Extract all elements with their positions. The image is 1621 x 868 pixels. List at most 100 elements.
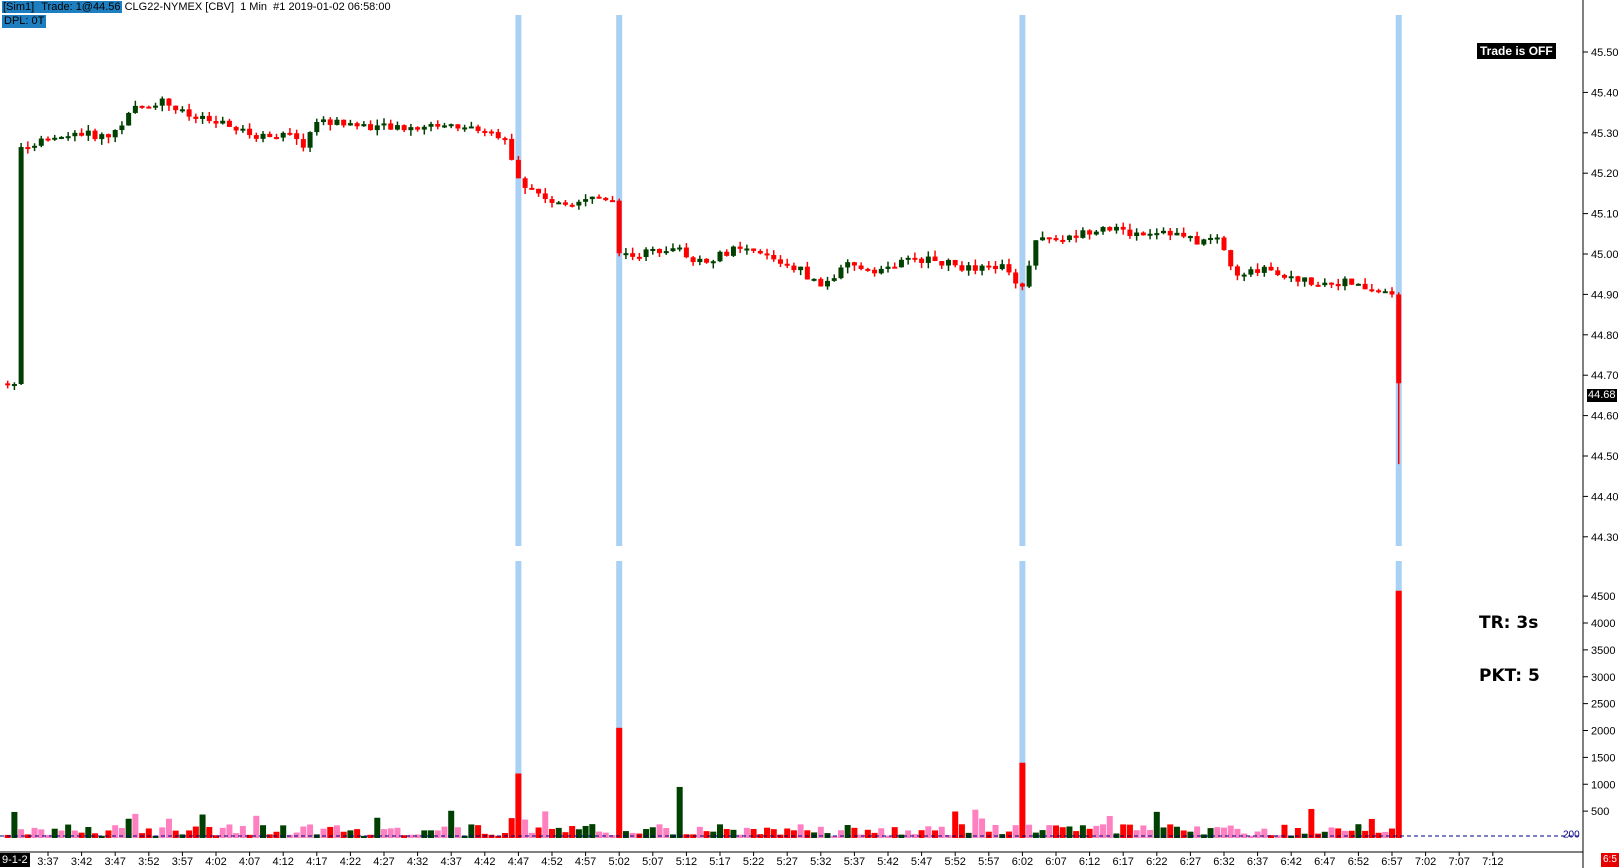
candle-body [939, 260, 945, 266]
price-tick-label: 44.60 [1591, 411, 1619, 423]
candle-body [784, 263, 790, 266]
candle-body [1080, 230, 1086, 238]
candle-body [1107, 227, 1113, 231]
volume-bar [360, 835, 367, 838]
candle-body [166, 98, 172, 106]
candle-body [1255, 269, 1261, 273]
volume-bar [730, 829, 737, 838]
time-tick-label: 5:37 [844, 856, 865, 868]
candle-body [126, 112, 132, 126]
candle-body [845, 262, 851, 268]
volume-bar [454, 827, 461, 838]
candle-body [441, 125, 447, 128]
candle-body [1140, 232, 1146, 236]
candle-body [448, 124, 454, 127]
candle-body [986, 265, 992, 268]
volume-bar [542, 811, 549, 838]
candle-body [475, 126, 481, 131]
volume-tick-label: 1500 [1591, 752, 1615, 764]
volume-bar [1073, 831, 1080, 838]
candle-body [327, 119, 333, 125]
volume-tick-label: 4500 [1591, 591, 1615, 603]
volume-bar [1019, 762, 1026, 838]
price-tick-label: 45.30 [1591, 128, 1619, 140]
candle-body [804, 266, 810, 280]
candle-body [1167, 230, 1173, 236]
volume-bar [206, 826, 213, 838]
candle-body [267, 133, 273, 138]
volume-bar [1187, 831, 1194, 838]
candle-body [979, 265, 985, 271]
volume-bar [1254, 831, 1261, 838]
volume-bar [945, 835, 952, 838]
candle-body [153, 105, 159, 108]
volume-bar [125, 818, 132, 838]
volume-bar [98, 835, 105, 838]
volume-bar [562, 832, 569, 838]
time-tick-label: 4:17 [306, 856, 327, 868]
time-tick-label: 7:02 [1415, 856, 1436, 868]
candle-body [233, 126, 239, 131]
time-tick-label: 4:32 [407, 856, 428, 868]
price-tick-label: 45.00 [1591, 249, 1619, 261]
volume-bar [1288, 835, 1295, 838]
candle-body [764, 253, 770, 256]
candle-body [737, 246, 743, 249]
candle-body [872, 269, 878, 274]
volume-bar [764, 827, 771, 838]
volume-bar [703, 831, 710, 838]
volume-bar [844, 825, 851, 838]
highlight-bar-price [1019, 15, 1026, 546]
volume-bar [1207, 828, 1214, 838]
candle-body [260, 133, 266, 139]
candle-body [455, 124, 461, 129]
candle-body [892, 266, 898, 269]
volume-bar [1039, 830, 1046, 838]
candle-body [119, 125, 125, 131]
candle-body [374, 125, 380, 131]
candle-body [495, 132, 501, 139]
candle-body [1376, 290, 1382, 293]
time-tick-label: 4:07 [239, 856, 260, 868]
candle-body [200, 115, 206, 119]
candle-body [314, 122, 320, 133]
trade-status-badge[interactable]: Trade is OFF [1477, 43, 1556, 59]
time-tick-label: 7:07 [1448, 856, 1469, 868]
volume-bar [1133, 830, 1140, 838]
volume-bar [495, 835, 502, 838]
candle-body [569, 204, 575, 207]
candle-body [5, 383, 11, 386]
candle-body [368, 124, 374, 131]
candle-body [818, 278, 824, 287]
volume-bar [233, 833, 240, 838]
volume-bar [1012, 825, 1019, 838]
candle-body [1315, 284, 1321, 287]
candle-body [1040, 237, 1046, 241]
volume-tick-label: 1000 [1591, 779, 1615, 791]
candle-body [92, 130, 98, 140]
volume-bar [1328, 827, 1335, 838]
candle-body [616, 200, 622, 254]
candle-body [341, 119, 347, 126]
candle-body [11, 384, 17, 387]
volume-bar [1100, 824, 1107, 838]
chart-info: #1 2019-01-02 06:58:00 [273, 1, 391, 13]
candle-body [52, 137, 58, 140]
volume-bar [1234, 828, 1241, 838]
candle-body [139, 105, 145, 108]
volume-bar [596, 831, 603, 838]
volume-bar [757, 834, 764, 838]
price-tick-label: 44.50 [1591, 451, 1619, 463]
candle-body [771, 255, 777, 260]
volume-bar [905, 830, 912, 838]
time-tick-label: 4:42 [474, 856, 495, 868]
candle-body [1275, 270, 1281, 275]
candle-body [791, 265, 797, 271]
candle-body [670, 248, 676, 252]
candle-body [1295, 276, 1301, 282]
time-tick-label: 3:42 [71, 856, 92, 868]
highlight-bar-price [1395, 15, 1402, 546]
candle-body [697, 258, 703, 263]
candle-body [589, 196, 595, 200]
